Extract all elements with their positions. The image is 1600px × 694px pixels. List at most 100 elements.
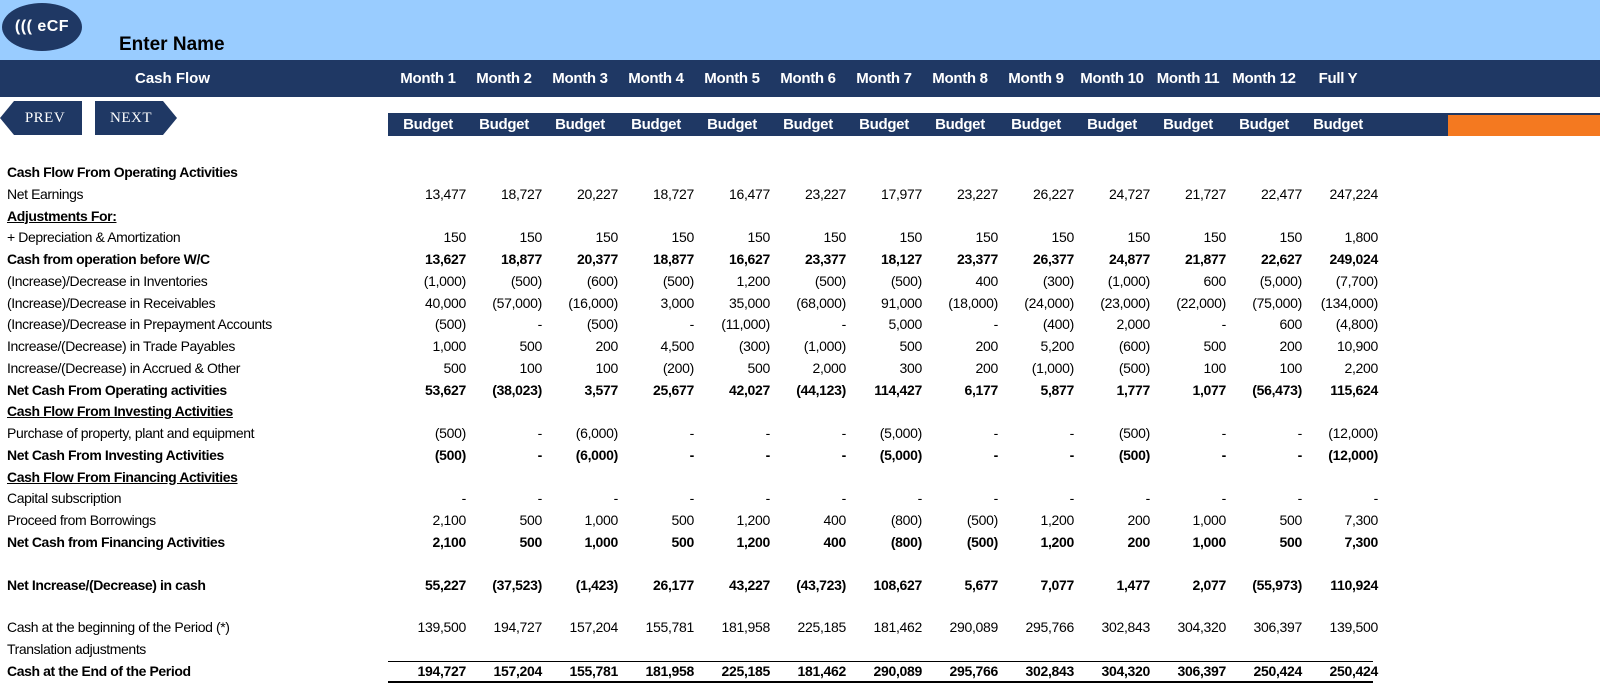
cell-value[interactable]: (500) <box>510 272 542 289</box>
cell-value[interactable]: 306,397 <box>1253 619 1302 636</box>
cell-value[interactable]: 200 <box>975 359 999 376</box>
cell-value[interactable]: 250,424 <box>1329 662 1378 679</box>
cell-value[interactable]: 150 <box>823 229 847 246</box>
cell-value[interactable]: 17,977 <box>880 185 922 202</box>
cell-value[interactable]: 5,000 <box>888 316 922 333</box>
cell-value[interactable]: - <box>689 425 695 441</box>
cell-value[interactable]: 115,624 <box>1330 381 1378 398</box>
cell-value[interactable]: - <box>689 490 695 507</box>
cell-value[interactable]: 500 <box>671 512 695 528</box>
cell-value[interactable]: (500) <box>1118 359 1150 376</box>
cell-value[interactable]: 500 <box>519 338 543 354</box>
cell-value[interactable]: 225,185 <box>721 662 770 679</box>
cell-value[interactable]: 150 <box>975 229 999 246</box>
cell-value[interactable]: 21,877 <box>1184 251 1226 267</box>
prev-button[interactable]: PREV <box>0 101 82 135</box>
cell-value[interactable]: 150 <box>1127 229 1151 246</box>
cell-value[interactable]: 1,200 <box>1040 533 1074 550</box>
cell-value[interactable]: 1,200 <box>736 272 770 289</box>
cell-value[interactable]: 194,727 <box>493 619 542 636</box>
cell-value[interactable]: 290,089 <box>949 619 998 636</box>
cell-value[interactable]: (12,000) <box>1328 446 1378 463</box>
cell-value[interactable]: (500) <box>966 512 998 528</box>
cell-value[interactable]: 24,727 <box>1108 185 1150 202</box>
cell-value[interactable]: 3,000 <box>660 294 694 311</box>
cell-value[interactable]: 18,727 <box>652 185 694 202</box>
cell-value[interactable]: 600 <box>1203 272 1227 289</box>
cell-value[interactable]: 18,877 <box>652 251 694 267</box>
cell-value[interactable]: (500) <box>434 316 466 333</box>
cell-value[interactable]: 13,477 <box>424 185 466 202</box>
cell-value[interactable]: (22,000) <box>1176 294 1226 311</box>
cell-value[interactable]: 1,000 <box>432 338 466 354</box>
cell-value[interactable]: (75,000) <box>1252 294 1302 311</box>
cell-value[interactable]: 20,377 <box>576 251 618 267</box>
cell-value[interactable]: 22,477 <box>1260 185 1302 202</box>
cell-value[interactable]: 500 <box>671 533 695 550</box>
cell-value[interactable]: 1,800 <box>1344 229 1378 246</box>
cell-value[interactable]: - <box>537 490 543 507</box>
cell-value[interactable]: (7,700) <box>1335 272 1379 289</box>
cell-value[interactable]: 22,627 <box>1260 251 1302 267</box>
cell-value[interactable]: (6,000) <box>575 446 619 463</box>
cell-value[interactable]: - <box>993 425 999 441</box>
cell-value[interactable]: (18,000) <box>948 294 998 311</box>
cell-value[interactable]: 306,397 <box>1177 662 1226 679</box>
cell-value[interactable]: (56,473) <box>1252 381 1302 398</box>
cell-value[interactable]: 150 <box>443 229 467 246</box>
cell-value[interactable]: 40,000 <box>424 294 466 311</box>
cell-value[interactable]: - <box>613 490 619 507</box>
cell-value[interactable]: 2,077 <box>1192 576 1226 593</box>
cell-value[interactable]: 181,462 <box>797 662 846 679</box>
cell-value[interactable]: 157,204 <box>569 619 618 636</box>
cell-value[interactable]: 249,024 <box>1329 251 1378 267</box>
cell-value[interactable]: (500) <box>1118 425 1150 441</box>
cell-value[interactable]: 1,000 <box>1192 512 1226 528</box>
cell-value[interactable]: 5,877 <box>1040 381 1074 398</box>
cell-value[interactable]: 26,377 <box>1032 251 1074 267</box>
cell-value[interactable]: 1,477 <box>1116 576 1150 593</box>
cell-value[interactable]: 1,200 <box>736 512 770 528</box>
cell-value[interactable]: 150 <box>595 229 619 246</box>
cell-value[interactable]: 1,200 <box>736 533 770 550</box>
cell-value[interactable]: (500) <box>890 272 922 289</box>
cell-value[interactable]: 20,227 <box>576 185 618 202</box>
cell-value[interactable]: 1,077 <box>1192 381 1226 398</box>
cell-value[interactable]: 5,200 <box>1040 338 1074 354</box>
cell-value[interactable]: 35,000 <box>728 294 770 311</box>
cell-value[interactable]: 1,777 <box>1116 381 1150 398</box>
cell-value[interactable]: - <box>537 316 543 333</box>
cell-value[interactable]: 500 <box>519 533 543 550</box>
cell-value[interactable]: 25,677 <box>652 381 694 398</box>
cell-value[interactable]: 2,200 <box>1344 359 1378 376</box>
cell-value[interactable]: (4,800) <box>1335 316 1379 333</box>
cell-value[interactable]: (500) <box>586 316 618 333</box>
cell-value[interactable]: (400) <box>1042 316 1074 333</box>
cell-value[interactable]: - <box>1069 425 1075 441</box>
cell-value[interactable]: (16,000) <box>568 294 618 311</box>
cell-value[interactable]: 21,727 <box>1184 185 1226 202</box>
cell-value[interactable]: 150 <box>1203 229 1227 246</box>
cell-value[interactable]: - <box>993 446 999 463</box>
company-name[interactable]: Enter Name <box>119 34 225 55</box>
cell-value[interactable]: - <box>841 425 847 441</box>
cell-value[interactable]: (800) <box>890 512 922 528</box>
cell-value[interactable]: 110,924 <box>1330 576 1378 593</box>
cell-value[interactable]: 302,843 <box>1101 619 1150 636</box>
cell-value[interactable]: (43,723) <box>796 576 846 593</box>
cell-value[interactable]: - <box>1221 446 1227 463</box>
cell-value[interactable]: 4,500 <box>660 338 694 354</box>
cell-value[interactable]: 7,300 <box>1344 512 1378 528</box>
cell-value[interactable]: 114,427 <box>874 381 922 398</box>
cell-value[interactable]: (1,000) <box>1107 272 1151 289</box>
cell-value[interactable]: 150 <box>1279 229 1303 246</box>
cell-value[interactable]: 500 <box>747 359 771 376</box>
cell-value[interactable]: (5,000) <box>1259 272 1303 289</box>
cell-value[interactable]: 157,204 <box>493 662 542 679</box>
cell-value[interactable]: 43,227 <box>728 576 770 593</box>
cell-value[interactable]: (55,973) <box>1252 576 1302 593</box>
cell-value[interactable]: 150 <box>671 229 695 246</box>
cell-value[interactable]: 23,227 <box>956 185 998 202</box>
cell-value[interactable]: 1,000 <box>1192 533 1226 550</box>
cell-value[interactable]: 304,320 <box>1177 619 1226 636</box>
